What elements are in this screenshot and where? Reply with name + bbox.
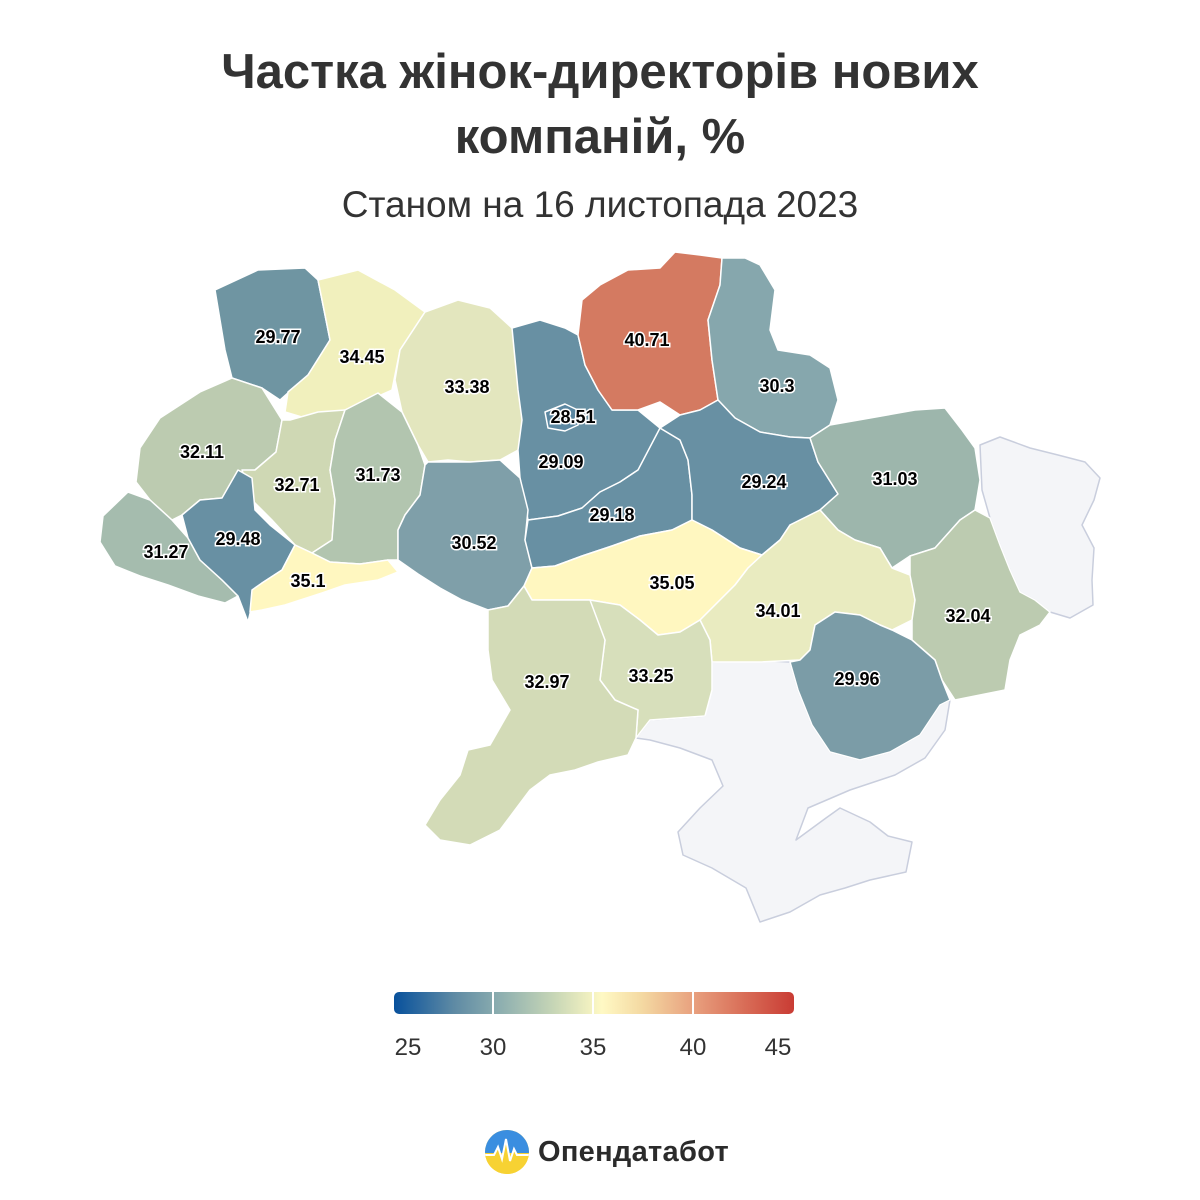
region-luhansk	[909, 509, 1051, 701]
value-label-luhansk: 32.04	[945, 606, 990, 626]
color-scale-legend	[394, 992, 794, 1014]
value-label-kyiv-city: 28.51	[550, 407, 595, 427]
value-label-chernihiv: 40.71	[624, 330, 669, 350]
map-title-line-1: Частка жінок-директорів нових	[221, 45, 979, 99]
region-odesa	[424, 585, 639, 846]
value-label-ivano-frankivsk: 29.48	[215, 529, 260, 549]
legend-tick-label: 35	[579, 1034, 607, 1061]
value-label-sumy: 30.3	[759, 376, 794, 396]
map-title: Частка жінок-директорів нових компаній, …	[0, 40, 1200, 170]
region-zakarpattia	[99, 491, 239, 604]
legend-divider	[692, 992, 694, 1014]
value-label-kirovohrad: 35.05	[649, 573, 694, 593]
opendatabot-logo-icon	[485, 1130, 529, 1174]
value-label-rivne: 34.45	[339, 347, 384, 367]
value-label-poltava: 29.24	[741, 472, 786, 492]
value-label-volyn: 29.77	[255, 327, 300, 347]
value-label-lviv: 32.11	[180, 442, 224, 462]
brand-name: Опендатабот	[538, 1135, 729, 1168]
legend-tick-label: 40	[679, 1034, 707, 1061]
value-label-vinnytsia: 30.52	[451, 533, 496, 553]
legend-divider	[492, 992, 494, 1014]
region-kyiv-city	[544, 403, 583, 432]
value-label-donetsk: 29.96	[834, 669, 879, 689]
map-title-line-2: компаній, %	[454, 110, 746, 164]
regions-layer	[99, 251, 1051, 846]
value-label-kharkiv: 31.03	[872, 469, 917, 489]
region-chernivtsi	[249, 544, 399, 613]
legend-tick-label: 30	[479, 1034, 507, 1061]
value-label-zakarpattia: 31.27	[143, 542, 188, 562]
value-label-kyiv-oblast: 29.09	[538, 452, 583, 472]
value-label-ternopil: 32.71	[274, 475, 319, 495]
brand-footer: Опендатабот	[484, 1128, 729, 1176]
legend-divider	[592, 992, 594, 1014]
value-label-khmelnytskyi: 31.73	[355, 465, 400, 485]
value-label-dnipropetrovsk: 34.01	[755, 601, 800, 621]
value-label-cherkasy: 29.18	[589, 505, 634, 525]
value-labels-layer: 29.77 34.45 33.38 29.09 28.51 40.71 30.3 32.11 3…	[142, 325, 992, 693]
value-label-zhytomyr: 33.38	[444, 377, 489, 397]
value-label-chernivtsi: 35.1	[290, 571, 325, 591]
legend-tick-label: 25	[394, 1034, 422, 1061]
value-label-mykolaiv: 33.25	[628, 666, 673, 686]
value-label-odesa: 32.97	[524, 672, 569, 692]
legend-tick-label: 45	[764, 1034, 792, 1061]
map-subtitle: Станом на 16 листопада 2023	[341, 184, 859, 225]
region-khmelnytskyi	[311, 392, 426, 565]
region-donetsk	[789, 611, 951, 761]
